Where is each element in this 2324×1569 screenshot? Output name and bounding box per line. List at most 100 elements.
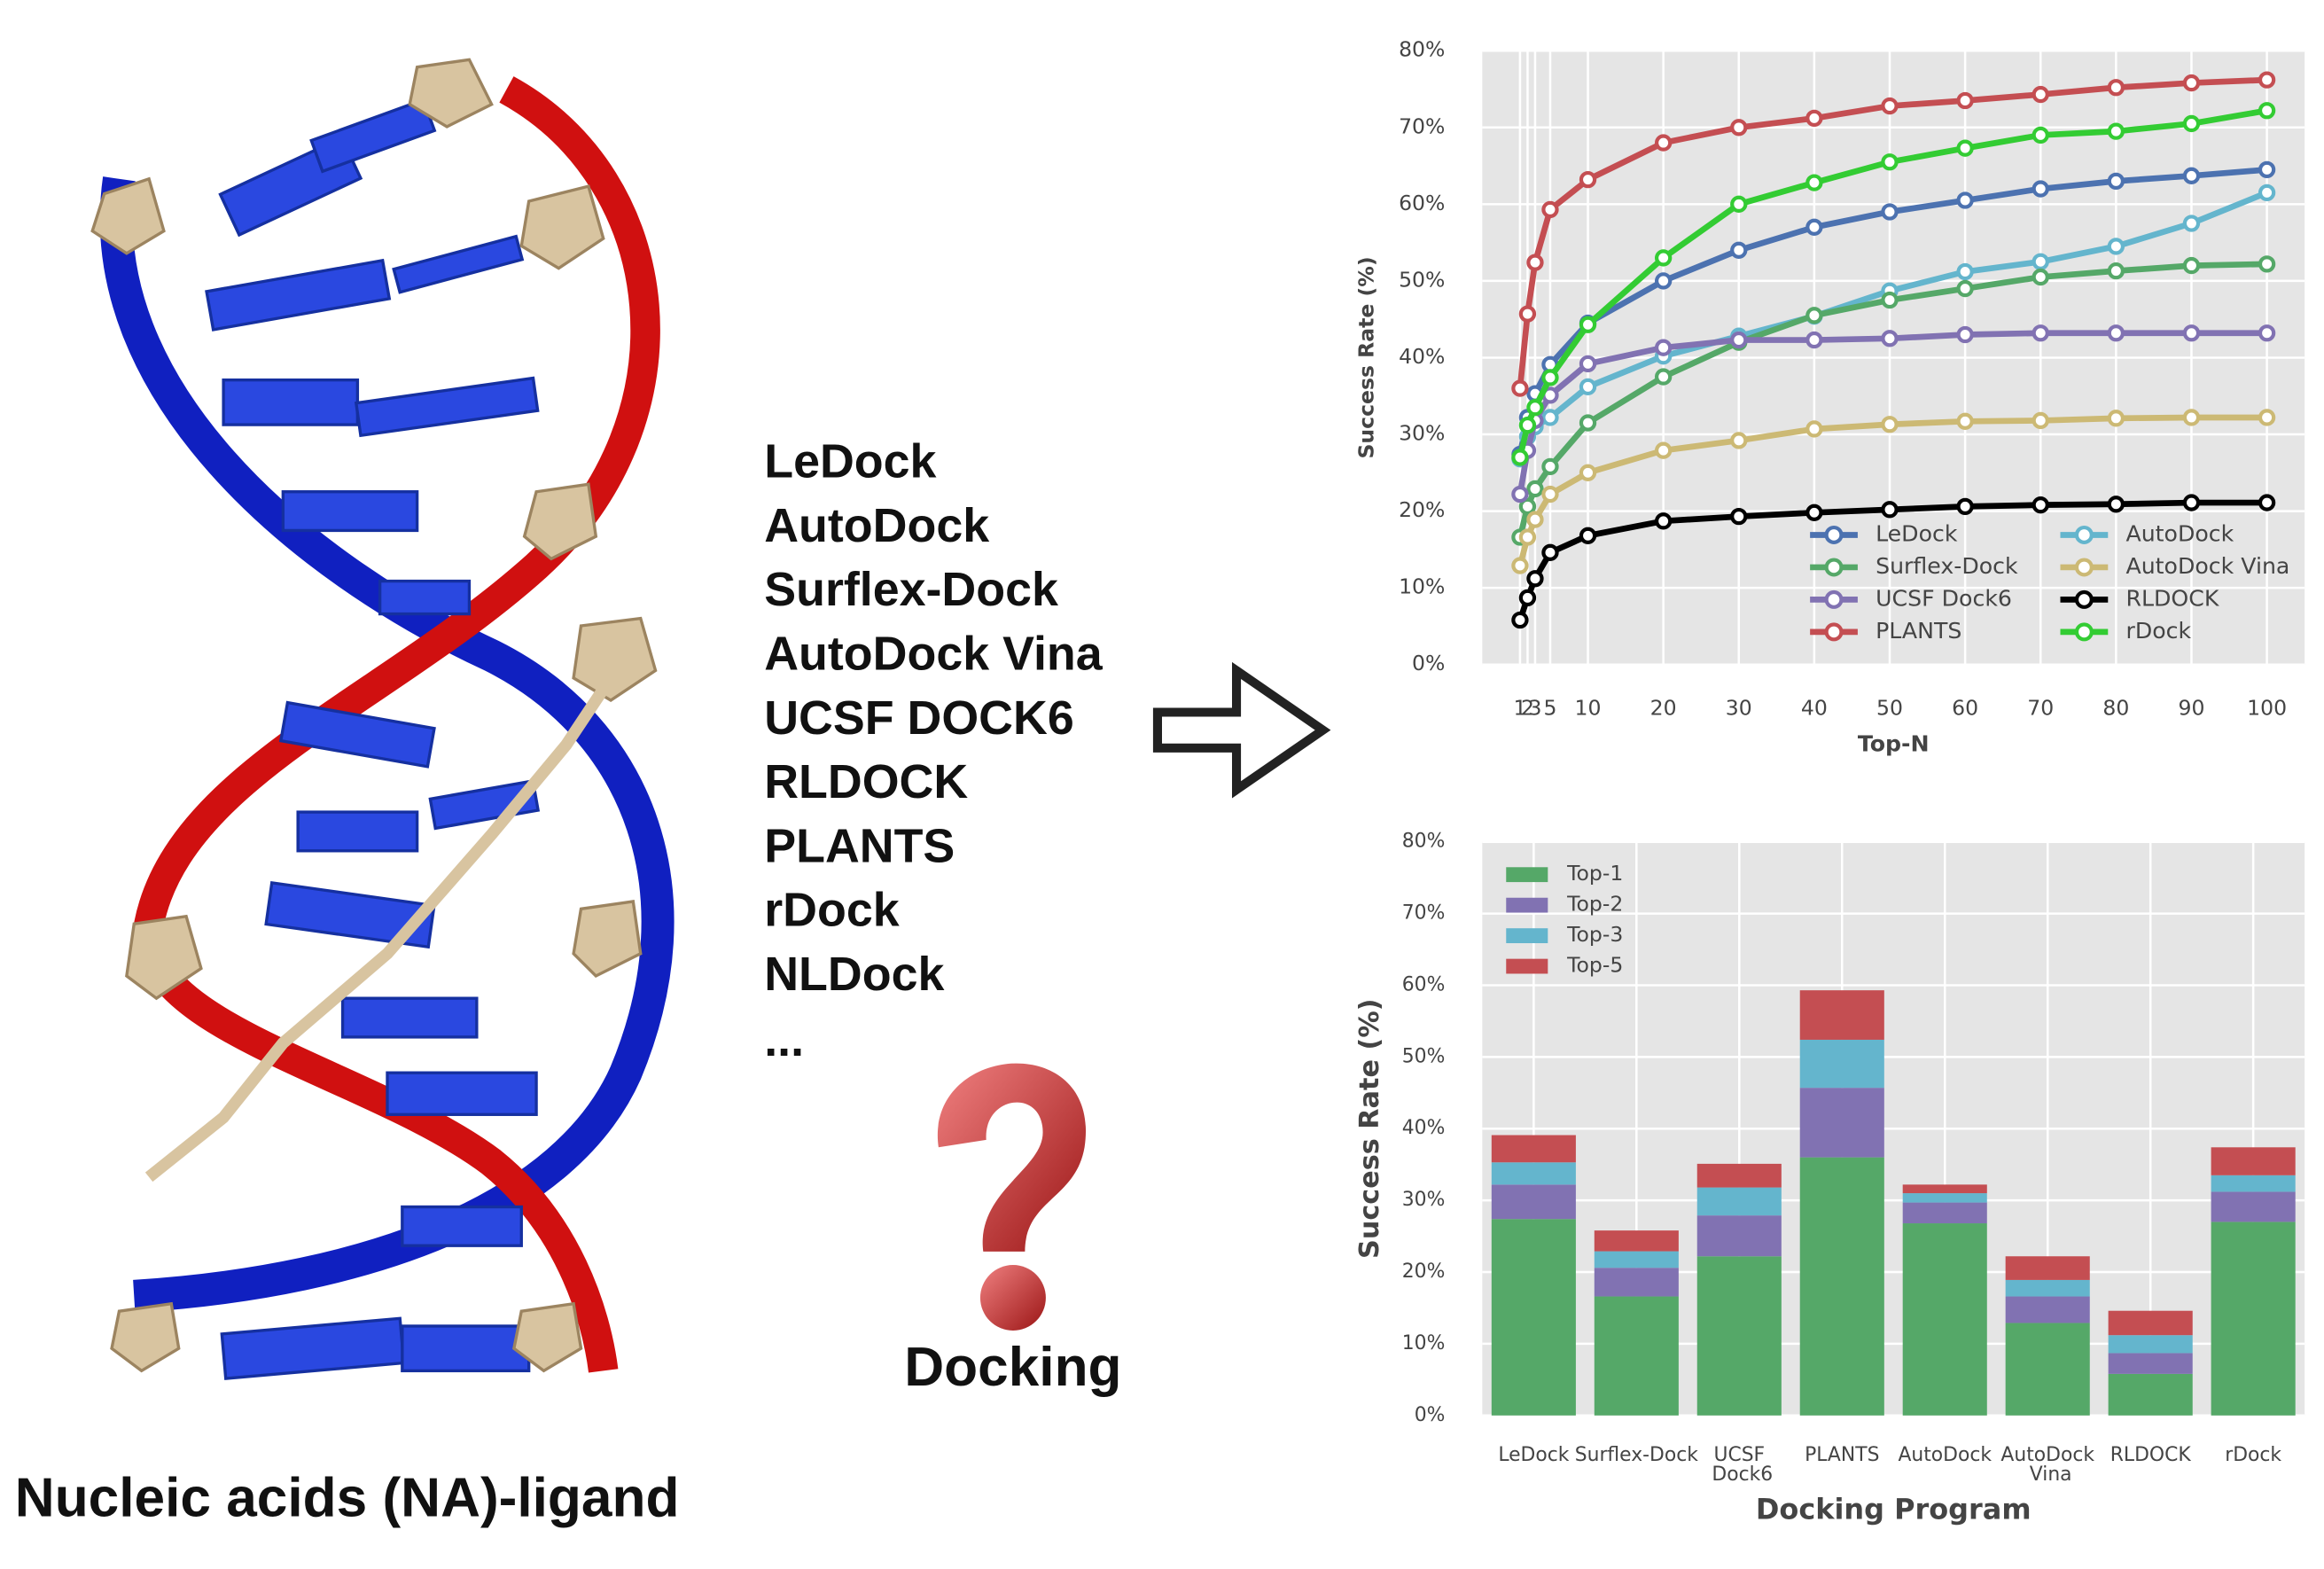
point xyxy=(2032,180,2049,198)
x-tick-label: LeDock xyxy=(1498,1444,1569,1466)
point xyxy=(1956,412,1974,430)
program-name: rDock xyxy=(764,884,899,937)
point xyxy=(1541,457,1559,476)
bar xyxy=(1799,1039,1884,1089)
point xyxy=(2107,324,2125,342)
program-name: RLDOCK xyxy=(764,755,968,808)
y-tick-label: 60% xyxy=(1402,973,1446,995)
bar xyxy=(2211,1191,2296,1222)
point xyxy=(1654,249,1673,267)
point xyxy=(1654,339,1673,356)
y-tick-label: 20% xyxy=(1402,1261,1446,1283)
point xyxy=(2032,126,2049,144)
y-tick-label: 70% xyxy=(1402,902,1446,925)
x-tick-label: 100 xyxy=(2247,696,2287,721)
arrow xyxy=(1152,661,1331,799)
point xyxy=(1730,331,1748,349)
point xyxy=(2258,255,2276,273)
point xyxy=(1526,254,1544,271)
x-tick-label: RLDOCK xyxy=(2110,1444,2192,1466)
y-tick-label: 80% xyxy=(1399,37,1445,62)
bar xyxy=(2108,1310,2193,1336)
point xyxy=(1881,416,1899,433)
bar xyxy=(2005,1323,2090,1416)
point xyxy=(2258,183,2276,202)
point xyxy=(1956,191,1974,209)
point xyxy=(2182,74,2201,92)
point xyxy=(1956,325,1974,344)
y-tick-label: 30% xyxy=(1399,421,1445,446)
bar xyxy=(2005,1296,2090,1323)
x-tick-label: 10 xyxy=(1575,696,1602,721)
y-tick-label: 0% xyxy=(1415,1404,1446,1426)
docking-label: Docking xyxy=(904,1337,1121,1398)
bar xyxy=(1594,1251,1679,1268)
y-tick-label: 80% xyxy=(1402,831,1446,853)
point xyxy=(2182,256,2201,275)
point xyxy=(1881,203,1899,221)
point xyxy=(1579,464,1597,481)
legend-swatch xyxy=(1506,867,1548,883)
y-tick-label: 60% xyxy=(1399,191,1445,215)
y-tick-label: 30% xyxy=(1402,1189,1446,1211)
x-tick-label: Surflex-Dock xyxy=(1575,1444,1699,1466)
legend-marker xyxy=(2074,622,2094,642)
x-tick-label: 30 xyxy=(1726,696,1752,721)
legend-label: Surflex-Dock xyxy=(1876,553,2018,579)
bar xyxy=(2211,1222,2296,1416)
bar xyxy=(1799,990,1884,1040)
point xyxy=(1511,449,1529,466)
point xyxy=(2182,167,2201,184)
x-tick-label: rDock xyxy=(2225,1444,2281,1466)
x-tick-label: 60 xyxy=(1952,696,1978,721)
y-axis-label: Success Rate (%) xyxy=(1353,256,1378,458)
point xyxy=(1805,174,1823,191)
point xyxy=(1654,134,1673,152)
point xyxy=(1730,119,1748,137)
point xyxy=(1541,200,1559,219)
legend-label: Top-2 xyxy=(1566,892,1623,917)
point xyxy=(2032,496,2049,514)
y-tick-label: 40% xyxy=(1402,1117,1446,1139)
point xyxy=(1511,379,1529,397)
point xyxy=(2258,324,2276,342)
point xyxy=(1654,368,1673,386)
point xyxy=(1805,503,1823,521)
program-name: LeDock xyxy=(764,435,936,488)
legend-marker xyxy=(2074,525,2094,544)
program-name: AutoDock Vina xyxy=(764,627,1103,680)
program-name: Surflex-Dock xyxy=(764,563,1058,616)
point xyxy=(1526,399,1544,417)
bar xyxy=(2108,1353,2193,1374)
legend-swatch xyxy=(1506,958,1548,974)
point xyxy=(2032,411,2049,430)
bar xyxy=(2211,1147,2296,1175)
point xyxy=(1579,316,1597,333)
legend-swatch xyxy=(1506,897,1548,913)
dna-illustration xyxy=(90,58,675,1380)
point xyxy=(1526,480,1544,498)
series-line xyxy=(1517,76,2267,389)
y-tick-label: 20% xyxy=(1399,497,1445,522)
point xyxy=(1805,218,1823,236)
x-tick-label: 40 xyxy=(1801,696,1828,721)
legend-marker xyxy=(1824,622,1844,642)
point xyxy=(2107,79,2125,97)
legend-marker xyxy=(1824,589,1844,609)
point xyxy=(1881,97,1899,115)
bar xyxy=(2108,1335,2193,1354)
point xyxy=(2182,114,2201,133)
legend-label: AutoDock xyxy=(2125,520,2234,546)
point xyxy=(1956,262,1974,281)
y-tick-label: 10% xyxy=(1399,574,1445,599)
point xyxy=(2182,215,2201,232)
bar xyxy=(1696,1163,1782,1188)
legend-marker xyxy=(1824,558,1844,577)
y-tick-label: 70% xyxy=(1399,113,1445,138)
bar xyxy=(1902,1223,1987,1416)
bar xyxy=(1902,1184,1987,1194)
legend-label: AutoDock Vina xyxy=(2125,553,2289,579)
bar xyxy=(1594,1296,1679,1416)
point xyxy=(1541,369,1559,386)
